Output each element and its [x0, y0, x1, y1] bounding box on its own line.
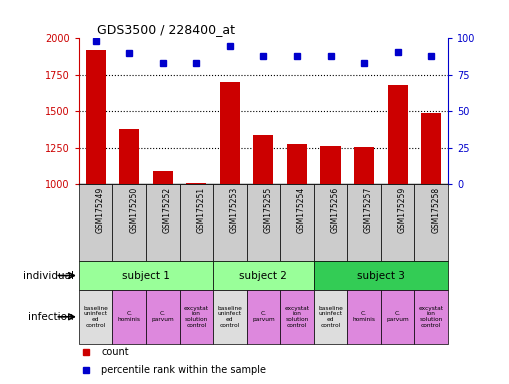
Text: GSM175252: GSM175252: [163, 187, 172, 233]
Bar: [146, 184, 180, 261]
Bar: [314, 261, 448, 290]
Bar: [79, 184, 112, 261]
Bar: [287, 144, 307, 184]
Text: C.
parvum: C. parvum: [151, 311, 174, 322]
Bar: [314, 184, 347, 261]
Text: percentile rank within the sample: percentile rank within the sample: [101, 365, 266, 375]
Bar: [280, 184, 314, 261]
Bar: [253, 135, 273, 184]
Text: GSM175255: GSM175255: [264, 187, 272, 233]
Text: baseline
uninfect
ed
control: baseline uninfect ed control: [318, 306, 343, 328]
Bar: [180, 184, 213, 261]
Bar: [381, 290, 414, 344]
Bar: [86, 50, 106, 184]
Text: individual: individual: [23, 270, 74, 281]
Text: GDS3500 / 228400_at: GDS3500 / 228400_at: [97, 23, 235, 36]
Text: C.
hominis: C. hominis: [118, 311, 140, 322]
Bar: [247, 290, 280, 344]
Text: baseline
uninfect
ed
control: baseline uninfect ed control: [217, 306, 242, 328]
Bar: [321, 146, 341, 184]
Bar: [213, 184, 247, 261]
Text: C.
hominis: C. hominis: [353, 311, 376, 322]
Bar: [186, 183, 206, 184]
Text: subject 3: subject 3: [357, 270, 405, 281]
Bar: [421, 113, 441, 184]
Bar: [347, 184, 381, 261]
Bar: [247, 184, 280, 261]
Bar: [414, 184, 448, 261]
Bar: [112, 184, 146, 261]
Bar: [180, 290, 213, 344]
Bar: [79, 261, 213, 290]
Bar: [314, 290, 347, 344]
Text: excystat
ion
solution
control: excystat ion solution control: [285, 306, 309, 328]
Bar: [347, 290, 381, 344]
Text: excystat
ion
solution
control: excystat ion solution control: [418, 306, 444, 328]
Text: C.
parvum: C. parvum: [252, 311, 275, 322]
Text: GSM175257: GSM175257: [364, 187, 373, 233]
Text: GSM175249: GSM175249: [96, 187, 105, 233]
Text: C.
parvum: C. parvum: [386, 311, 409, 322]
Bar: [213, 261, 314, 290]
Text: GSM175253: GSM175253: [230, 187, 239, 233]
Text: infection: infection: [28, 312, 74, 322]
Bar: [146, 290, 180, 344]
Text: subject 1: subject 1: [122, 270, 170, 281]
Text: GSM175256: GSM175256: [330, 187, 340, 233]
Text: GSM175259: GSM175259: [398, 187, 407, 233]
Bar: [414, 290, 448, 344]
Bar: [381, 184, 414, 261]
Bar: [153, 171, 173, 184]
Text: GSM175258: GSM175258: [431, 187, 440, 233]
Bar: [387, 85, 408, 184]
Bar: [354, 147, 374, 184]
Text: count: count: [101, 347, 129, 357]
Text: excystat
ion
solution
control: excystat ion solution control: [184, 306, 209, 328]
Bar: [112, 290, 146, 344]
Text: GSM175251: GSM175251: [196, 187, 205, 233]
Text: GSM175250: GSM175250: [129, 187, 138, 233]
Text: baseline
uninfect
ed
control: baseline uninfect ed control: [83, 306, 108, 328]
Bar: [220, 82, 240, 184]
Bar: [119, 129, 139, 184]
Bar: [280, 290, 314, 344]
Text: GSM175254: GSM175254: [297, 187, 306, 233]
Bar: [79, 290, 112, 344]
Text: subject 2: subject 2: [239, 270, 288, 281]
Bar: [213, 290, 247, 344]
